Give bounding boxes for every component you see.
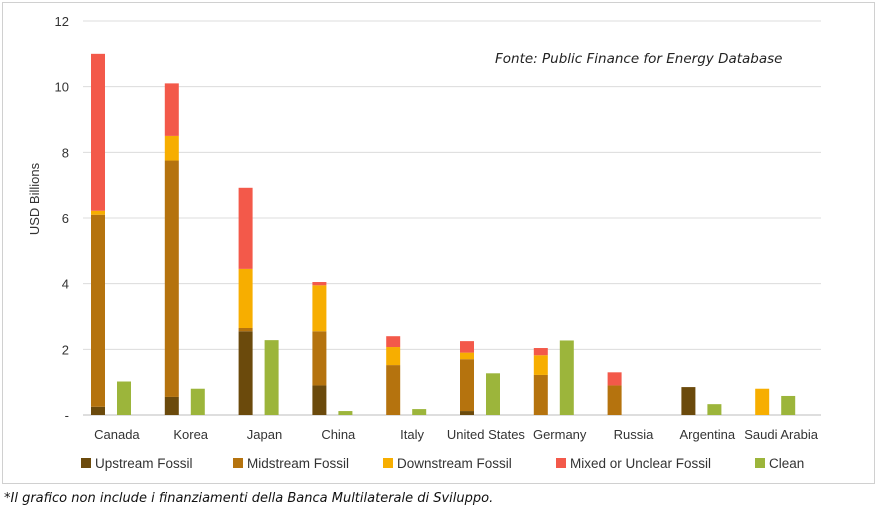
bar-segment-downstream-fossil bbox=[755, 388, 770, 415]
bar-segment-clean bbox=[190, 388, 205, 415]
bar-segment-clean bbox=[264, 340, 279, 415]
bar-segment-downstream-fossil bbox=[312, 285, 327, 332]
x-category-label: Japan bbox=[247, 427, 282, 442]
x-category-label: China bbox=[321, 427, 356, 442]
bar-segment-upstream-fossil bbox=[460, 411, 474, 415]
x-category-label: Argentina bbox=[679, 427, 735, 442]
legend-label: Midstream Fossil bbox=[247, 456, 349, 471]
y-tick-label: 12 bbox=[55, 14, 69, 29]
bar-segment-mixed-or-unclear-fossil bbox=[460, 341, 474, 353]
bar-segment-mixed-or-unclear-fossil bbox=[533, 348, 548, 356]
legend-label: Downstream Fossil bbox=[397, 456, 512, 471]
bar-segment-midstream-fossil bbox=[460, 359, 474, 412]
bar-segment-midstream-fossil bbox=[238, 327, 253, 332]
legend-swatch bbox=[233, 458, 243, 468]
bar-segment-clean bbox=[412, 409, 427, 415]
bar-segment-clean bbox=[338, 411, 353, 415]
bar-segment-mixed-or-unclear-fossil bbox=[238, 187, 253, 269]
x-category-label: United States bbox=[447, 427, 526, 442]
bar-segment-upstream-fossil bbox=[238, 331, 253, 415]
bar-segment-midstream-fossil bbox=[91, 214, 105, 407]
bar-segment-midstream-fossil bbox=[386, 365, 401, 415]
legend-swatch bbox=[755, 458, 765, 468]
legend-label: Mixed or Unclear Fossil bbox=[570, 456, 711, 471]
x-category-label: Saudi Arabia bbox=[744, 427, 818, 442]
bar-segment-mixed-or-unclear-fossil bbox=[91, 53, 105, 211]
source-note: Fonte: Public Finance for Energy Databas… bbox=[495, 51, 782, 67]
legend-label: Clean bbox=[769, 456, 804, 471]
bar-segment-mixed-or-unclear-fossil bbox=[607, 372, 622, 386]
y-axis-title: USD Billions bbox=[27, 162, 42, 235]
bar-segment-midstream-fossil bbox=[164, 160, 179, 397]
x-category-label: Italy bbox=[400, 427, 424, 442]
bar-segment-downstream-fossil bbox=[238, 268, 253, 328]
bar-segment-clean bbox=[707, 404, 722, 415]
bar-segment-mixed-or-unclear-fossil bbox=[386, 336, 401, 348]
bar-segment-downstream-fossil bbox=[386, 347, 401, 366]
legend-swatch bbox=[383, 458, 393, 468]
footnote: *Il grafico non include i finanziamenti … bbox=[4, 491, 494, 506]
bar-segment-mixed-or-unclear-fossil bbox=[312, 282, 327, 286]
x-category-label: Russia bbox=[614, 427, 655, 442]
x-category-label: Canada bbox=[94, 427, 140, 442]
y-tick-label: 10 bbox=[55, 80, 69, 95]
y-tick-label: 8 bbox=[62, 145, 69, 160]
y-tick-label: 2 bbox=[62, 342, 69, 357]
bar-segment-midstream-fossil bbox=[312, 331, 327, 386]
y-tick-label: 4 bbox=[62, 277, 69, 292]
bar-segment-downstream-fossil bbox=[91, 210, 105, 215]
bar-segment-upstream-fossil bbox=[91, 406, 105, 415]
bar-segment-downstream-fossil bbox=[460, 352, 474, 360]
legend-label: Upstream Fossil bbox=[95, 456, 193, 471]
bar-segment-downstream-fossil bbox=[533, 355, 548, 375]
y-tick-label: 6 bbox=[62, 211, 69, 226]
bar-segment-upstream-fossil bbox=[681, 387, 696, 415]
legend-swatch bbox=[81, 458, 91, 468]
chart-frame: - 2 4 6 8 10 12 Canada Korea Japan China Italy Unit… bbox=[2, 2, 875, 484]
x-category-label: Korea bbox=[173, 427, 208, 442]
stacked-bar-chart: - 2 4 6 8 10 12 Canada Korea Japan China Italy Unit… bbox=[27, 14, 821, 471]
bar-segment-upstream-fossil bbox=[312, 385, 327, 415]
bar-segment-midstream-fossil bbox=[533, 374, 548, 415]
bar-segment-clean bbox=[117, 381, 131, 415]
bar-segment-midstream-fossil bbox=[607, 385, 622, 415]
bar-segment-mixed-or-unclear-fossil bbox=[164, 83, 179, 136]
bar-segment-downstream-fossil bbox=[164, 135, 179, 161]
bar-segment-clean bbox=[486, 373, 500, 415]
bar-segment-clean bbox=[781, 395, 796, 415]
legend-swatch bbox=[556, 458, 566, 468]
bar-segment-upstream-fossil bbox=[164, 396, 179, 415]
y-tick-label: - bbox=[65, 408, 69, 423]
x-category-label: Germany bbox=[533, 427, 587, 442]
bar-segment-clean bbox=[559, 340, 574, 415]
